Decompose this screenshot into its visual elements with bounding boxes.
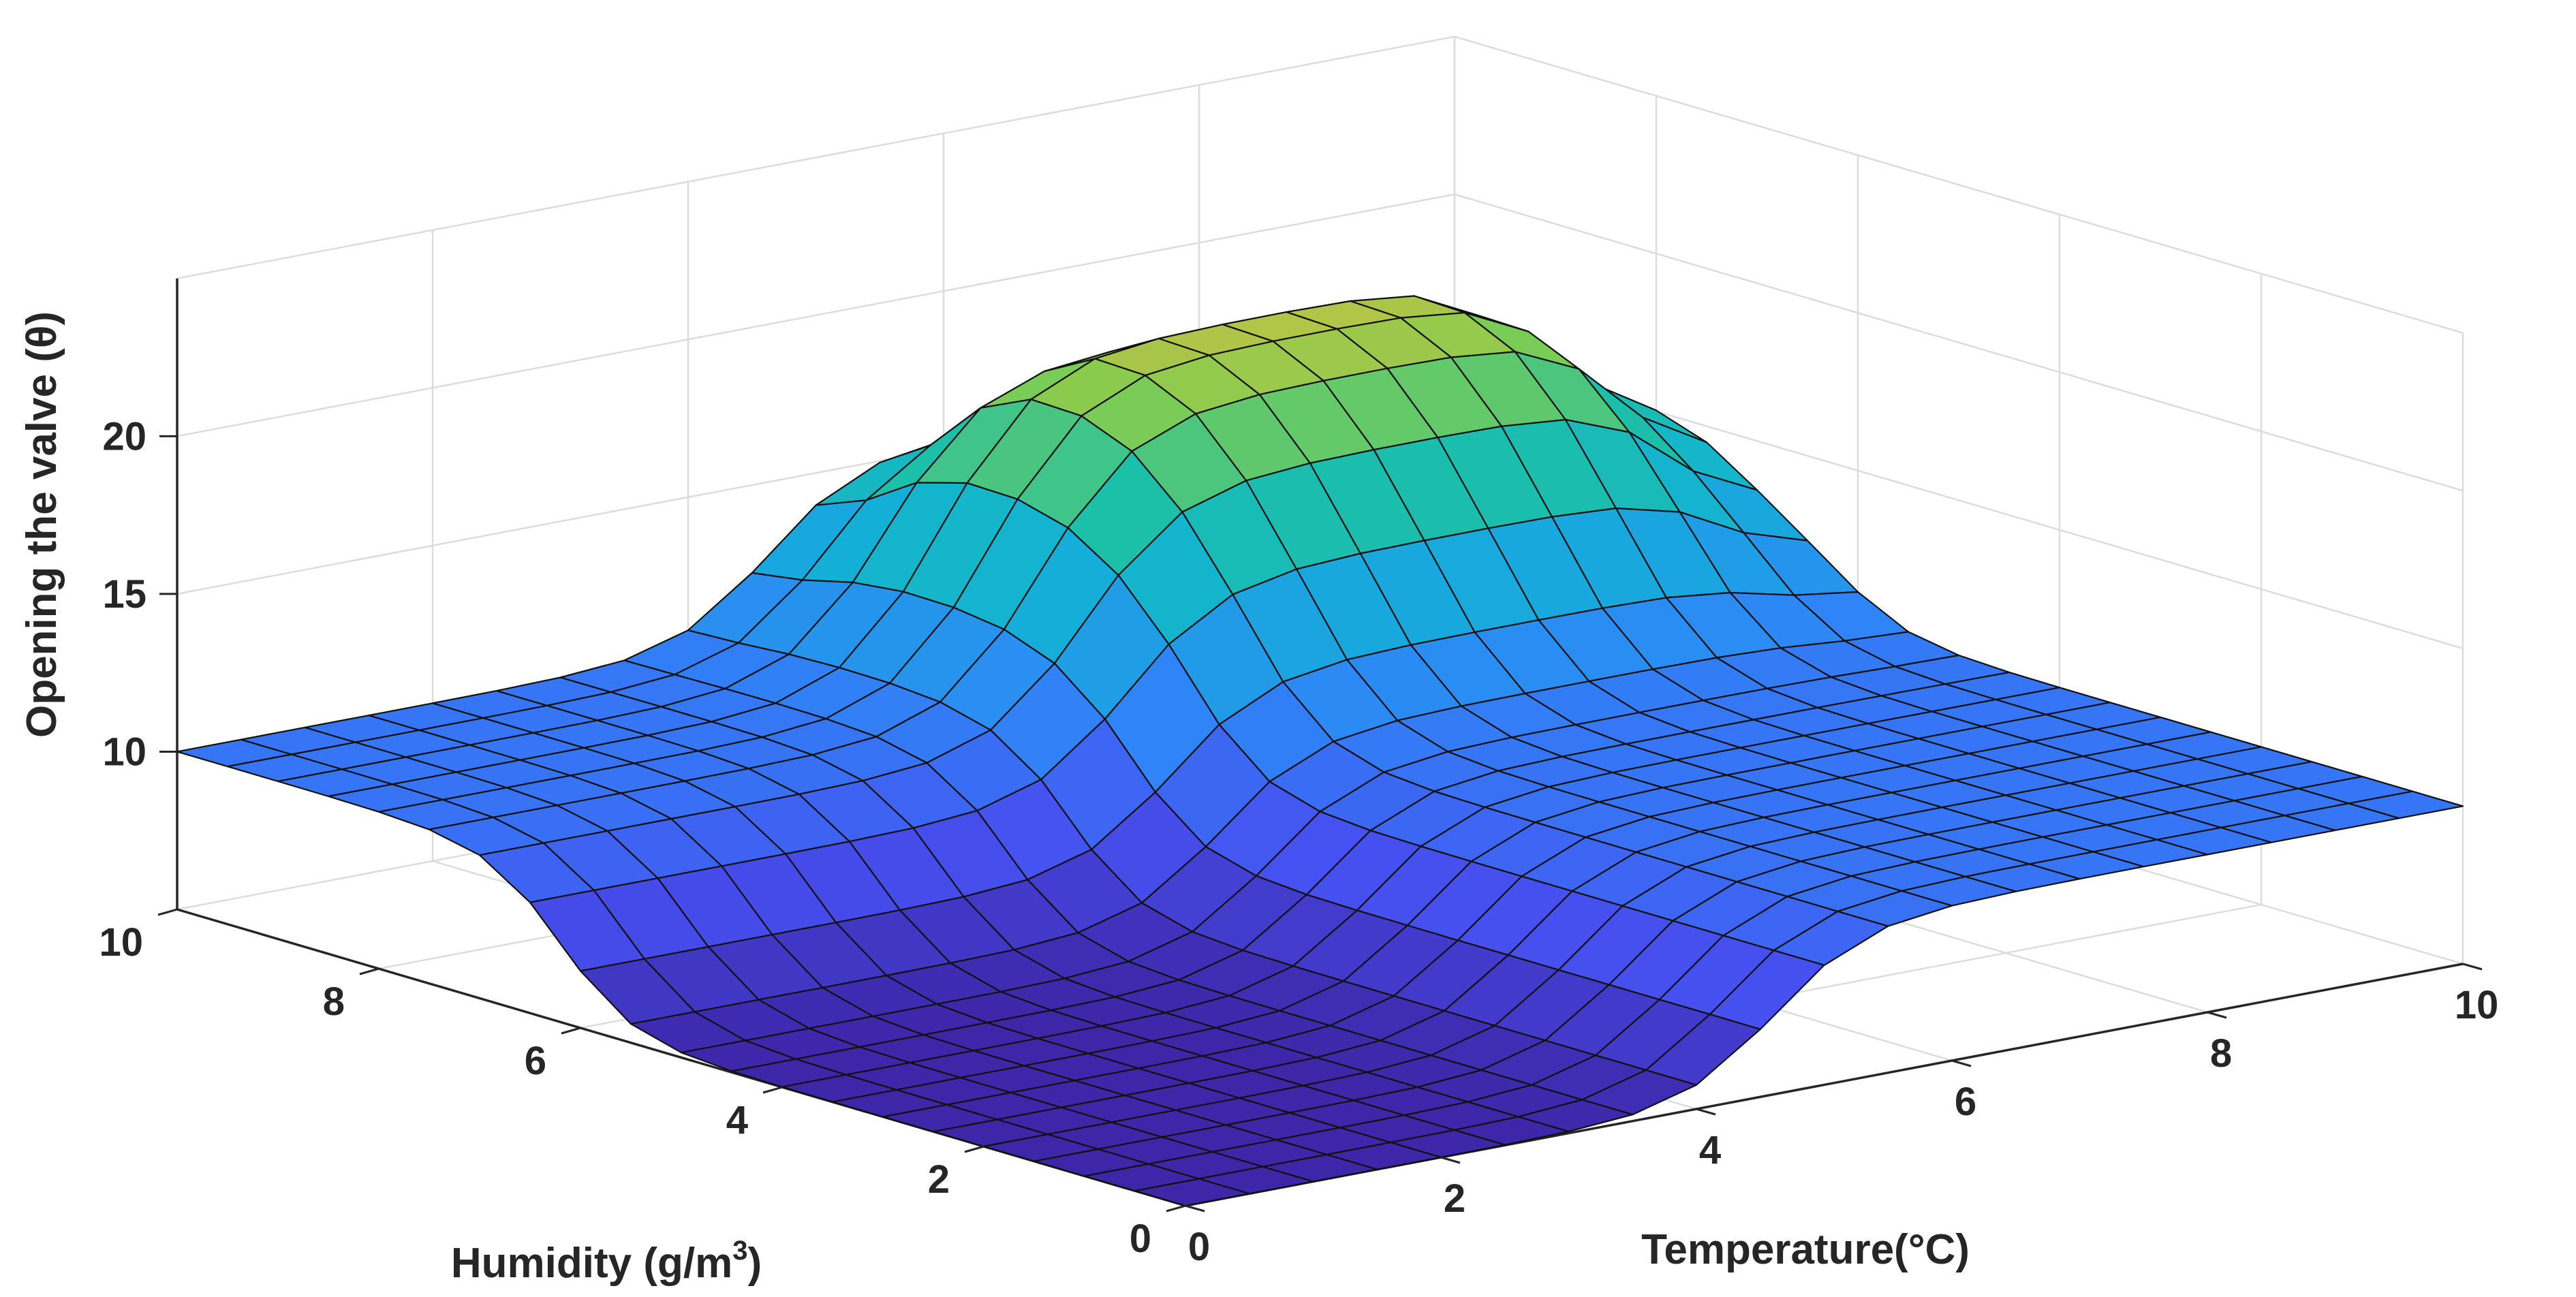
y-tick-label: 8 — [323, 980, 345, 1024]
y-axis-label: Humidity (g/m3) — [451, 1236, 762, 1287]
y-tick-mark — [157, 908, 178, 916]
y-tick-label: 0 — [1130, 1217, 1151, 1261]
y-tick-mark — [561, 1027, 581, 1035]
x-tick-mark — [2462, 963, 2483, 971]
surface-patch — [1134, 1178, 1250, 1207]
y-tick-label: 4 — [726, 1098, 748, 1142]
x-tick-label: 6 — [1955, 1080, 1976, 1124]
x-tick-mark — [1440, 1156, 1461, 1164]
tick-labels: 0 2 4 6 8 10 0 2 4 6 8 10 10 15 20 — [99, 414, 2498, 1269]
x-tick-label: 10 — [2455, 983, 2499, 1027]
x-tick-mark — [2207, 1011, 2227, 1019]
z-tick-label: 20 — [102, 414, 146, 458]
y-tick-mark — [964, 1145, 984, 1153]
x-tick-label: 2 — [1444, 1176, 1465, 1221]
y-tick-label: 10 — [99, 920, 143, 965]
x-tick-label: 8 — [2210, 1031, 2232, 1076]
z-axis-label: Opening the valve (θ) — [18, 311, 65, 738]
x-tick-label: 0 — [1188, 1225, 1210, 1269]
y-axis-label-main: Humidity (g/m — [451, 1240, 732, 1287]
y-axis-label-close: ) — [747, 1240, 762, 1287]
x-axis-label: Temperature(°C) — [1641, 1226, 1970, 1273]
x-tick-mark — [1696, 1108, 1716, 1116]
grid-line-z — [176, 35, 2464, 334]
z-tick-label: 10 — [102, 730, 146, 774]
y-tick-mark — [1166, 1204, 1186, 1213]
y-tick-label: 6 — [525, 1039, 546, 1083]
y-tick-mark — [359, 967, 379, 975]
surface-mesh — [176, 295, 2464, 1207]
z-tick-label: 15 — [102, 572, 146, 616]
y-axis-label-sup: 3 — [732, 1236, 747, 1266]
y-tick-mark — [762, 1086, 783, 1094]
x-tick-label: 4 — [1699, 1128, 1721, 1172]
grid-line-z — [176, 193, 2464, 492]
x-tick-mark — [1185, 1204, 1205, 1213]
x-tick-mark — [1951, 1059, 1972, 1067]
y-tick-label: 2 — [928, 1157, 950, 1202]
